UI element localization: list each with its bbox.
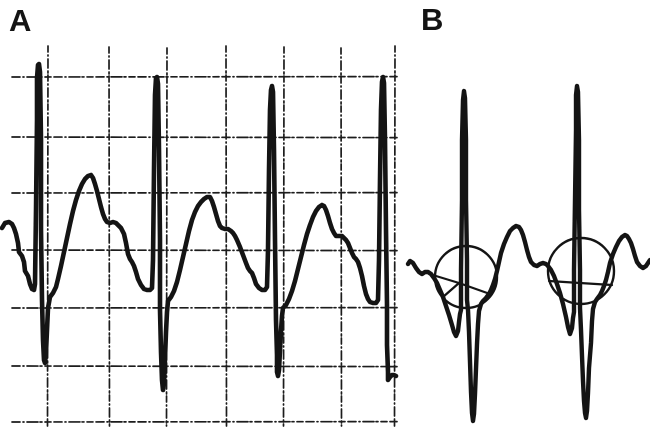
panel-a-label: A [9,3,32,38]
panel-b-ecg-trace [405,83,650,424]
panel-a-ecg-trace [0,61,399,393]
panel-b-label: B [421,2,444,37]
